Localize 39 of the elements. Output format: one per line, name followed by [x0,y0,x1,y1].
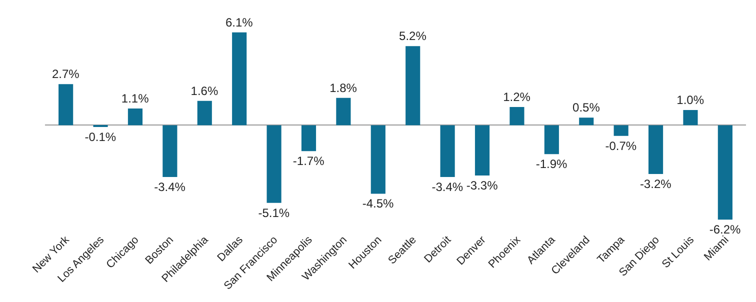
bar [474,125,490,176]
bar [510,106,524,126]
data-label: 6.1% [225,15,254,30]
data-label: -1.7% [292,154,325,168]
data-label: 0.5% [572,100,600,115]
data-label: 5.2% [399,29,427,44]
data-label: -0.1% [84,130,116,144]
data-label: 1.1% [121,92,150,106]
data-label: -5.1% [258,206,290,220]
bar [301,125,316,152]
bar [58,84,74,126]
bar [266,125,282,203]
data-label: 1.8% [330,80,358,95]
bar [197,100,212,126]
data-label: -3.2% [640,176,672,191]
bar [683,110,698,126]
bar [162,125,178,177]
bar [614,125,628,136]
data-label: -6.2% [709,222,742,237]
bar [128,108,143,126]
data-label: -3.4% [432,180,464,194]
data-label: -0.7% [605,138,637,153]
bar [440,125,455,177]
data-label: 1.6% [190,84,218,98]
bar [648,125,664,174]
data-label: 1.0% [676,93,704,108]
bar [232,32,247,126]
data-label: -3.3% [466,178,498,192]
bar [370,125,386,194]
bar [406,46,420,126]
data-label: 2.7% [52,67,80,82]
bar [718,125,732,220]
data-label: 1.2% [503,90,531,104]
bar [544,125,559,154]
data-label: -4.5% [362,196,394,211]
bar [579,118,594,126]
data-label: -3.4% [154,180,186,194]
bar [336,98,351,126]
data-label: -1.9% [536,157,568,172]
